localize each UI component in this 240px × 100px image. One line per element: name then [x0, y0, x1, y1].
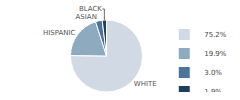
svg-text:WHITE: WHITE — [134, 80, 157, 88]
svg-text:HISPANIC: HISPANIC — [43, 29, 76, 37]
svg-text:BLACK: BLACK — [79, 5, 102, 13]
svg-text:19.9%: 19.9% — [204, 50, 227, 58]
svg-text:75.2%: 75.2% — [204, 31, 227, 39]
svg-text:1.9%: 1.9% — [204, 88, 222, 92]
svg-text:ASIAN: ASIAN — [76, 13, 97, 21]
svg-text:3.0%: 3.0% — [204, 69, 222, 77]
